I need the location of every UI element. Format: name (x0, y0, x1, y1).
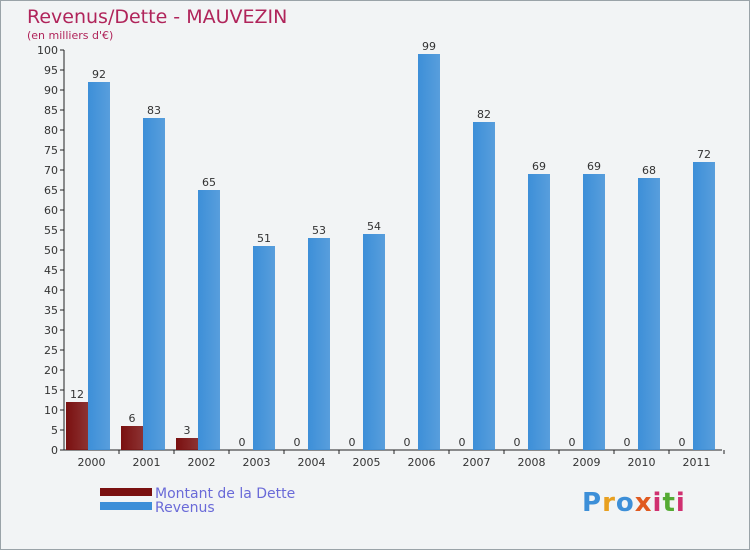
revenus-bar (693, 162, 715, 450)
dette-data-label: 6 (129, 412, 136, 425)
x-tick-label: 2002 (188, 456, 216, 469)
x-tick-label: 2001 (133, 456, 161, 469)
y-tick-label: 80 (44, 124, 58, 137)
legend-label-revenus: Revenus (155, 500, 215, 516)
logo-letter: x (634, 488, 653, 518)
revenus-data-label: 68 (642, 164, 656, 177)
dette-data-label: 0 (624, 436, 631, 449)
dette-data-label: 0 (404, 436, 411, 449)
revenus-data-label: 53 (312, 224, 326, 237)
y-tick-label: 95 (44, 64, 58, 77)
y-tick-label: 10 (44, 404, 58, 417)
x-tick-label: 2005 (353, 456, 381, 469)
dette-data-label: 12 (70, 388, 84, 401)
y-tick-label: 0 (51, 444, 58, 457)
dette-data-label: 0 (679, 436, 686, 449)
revenus-data-label: 69 (587, 160, 601, 173)
revenus-bar (418, 54, 440, 450)
revenus-bar (143, 118, 165, 450)
dette-data-label: 0 (569, 436, 576, 449)
x-tick-label: 2003 (243, 456, 271, 469)
y-tick-label: 45 (44, 264, 58, 277)
y-tick-label: 50 (44, 244, 58, 257)
x-tick-label: 2006 (408, 456, 436, 469)
revenus-bar (198, 190, 220, 450)
x-tick-label: 2004 (298, 456, 326, 469)
x-tick-label: 2009 (573, 456, 601, 469)
proxiti-logo: Proxiti (582, 488, 686, 518)
revenus-data-label: 72 (697, 148, 711, 161)
chart-title: Revenus/Dette - MAUVEZIN (27, 6, 288, 28)
revenus-bar (528, 174, 550, 450)
revenus-bar (88, 82, 110, 450)
y-tick-label: 5 (51, 424, 58, 437)
chart-subtitle: (en milliers d'€) (27, 29, 114, 42)
y-tick-label: 70 (44, 164, 58, 177)
dette-data-label: 0 (459, 436, 466, 449)
revenus-bar (308, 238, 330, 450)
revenus-data-label: 54 (367, 220, 381, 233)
y-tick-label: 85 (44, 104, 58, 117)
revenus-bar (253, 246, 275, 450)
revenus-data-label: 83 (147, 104, 161, 117)
logo-letter: o (615, 488, 635, 518)
logo-letter: t (662, 488, 676, 518)
dette-bar (66, 402, 88, 450)
dette-bar (121, 426, 143, 450)
revenus-data-label: 92 (92, 68, 106, 81)
y-tick-label: 55 (44, 224, 58, 237)
revenus-bar (363, 234, 385, 450)
y-tick-label: 25 (44, 344, 58, 357)
dette-bar (176, 438, 198, 450)
x-tick-label: 2011 (683, 456, 711, 469)
x-tick-label: 2000 (78, 456, 106, 469)
dette-data-label: 0 (514, 436, 521, 449)
x-tick-label: 2008 (518, 456, 546, 469)
x-tick-label: 2010 (628, 456, 656, 469)
revenus-bar (583, 174, 605, 450)
y-tick-label: 20 (44, 364, 58, 377)
dette-data-label: 3 (184, 424, 191, 437)
revenus-data-label: 51 (257, 232, 271, 245)
y-tick-label: 30 (44, 324, 58, 337)
y-tick-label: 75 (44, 144, 58, 157)
legend-swatch-revenus (100, 502, 152, 510)
dette-data-label: 0 (349, 436, 356, 449)
dette-data-label: 0 (239, 436, 246, 449)
y-tick-label: 100 (37, 44, 58, 57)
revenus-data-label: 99 (422, 40, 436, 53)
logo-letter: r (602, 488, 616, 518)
dette-data-label: 0 (294, 436, 301, 449)
y-tick-label: 40 (44, 284, 58, 297)
revenus-bar (638, 178, 660, 450)
revenus-data-label: 82 (477, 108, 491, 121)
y-tick-label: 60 (44, 204, 58, 217)
logo-letter: i (652, 488, 663, 518)
y-tick-label: 65 (44, 184, 58, 197)
y-tick-label: 35 (44, 304, 58, 317)
legend-swatch-dette (100, 488, 152, 496)
legend-label-dette: Montant de la Dette (155, 486, 295, 502)
x-tick-label: 2007 (463, 456, 491, 469)
logo-letter: P (582, 488, 603, 518)
revenus-data-label: 65 (202, 176, 216, 189)
y-tick-label: 90 (44, 84, 58, 97)
revenus-data-label: 69 (532, 160, 546, 173)
revenus-bar (473, 122, 495, 450)
logo-letter: i (675, 488, 686, 518)
y-tick-label: 15 (44, 384, 58, 397)
